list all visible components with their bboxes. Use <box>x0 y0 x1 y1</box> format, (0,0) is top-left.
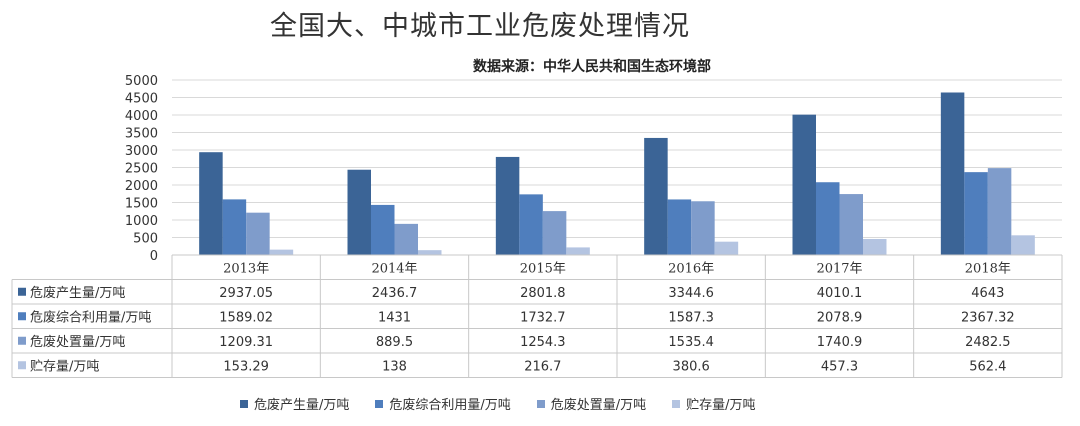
data-label: 1587.3 <box>668 310 714 325</box>
data-label: 562.4 <box>969 359 1006 374</box>
x-tick-label: 2017年 <box>816 261 862 276</box>
table-legend-key <box>18 312 26 321</box>
data-label: 1740.9 <box>817 335 863 350</box>
bar <box>394 223 418 255</box>
data-label: 4010.1 <box>817 286 863 301</box>
data-label: 1254.3 <box>520 335 566 350</box>
y-tick-label: 1000 <box>125 214 158 229</box>
data-label: 2801.8 <box>520 286 566 301</box>
legend-label: 危废产生量/万吨 <box>254 398 350 413</box>
bar <box>418 250 442 255</box>
data-label: 457.3 <box>821 359 858 374</box>
bar <box>519 194 543 255</box>
x-tick-label: 2014年 <box>371 261 417 276</box>
bar <box>222 199 247 255</box>
table-series-name: 危废产生量/万吨 <box>30 285 125 301</box>
bar <box>495 156 520 255</box>
bar <box>199 152 223 255</box>
y-tick-label: 2000 <box>125 179 158 194</box>
legend-item: 危废处置量/万吨 <box>536 394 647 413</box>
bar <box>1011 235 1035 255</box>
legend-label: 贮存量/万吨 <box>686 398 756 413</box>
legend-label: 危废处置量/万吨 <box>550 398 647 413</box>
bar <box>792 114 816 255</box>
y-tick-label: 1500 <box>125 197 158 212</box>
data-label: 380.6 <box>673 359 710 374</box>
y-tick-label: 3500 <box>125 127 158 142</box>
bar <box>246 212 270 255</box>
legend-swatch <box>536 399 545 408</box>
data-label: 153.29 <box>223 359 269 374</box>
data-label: 4643 <box>971 286 1004 301</box>
data-label: 2436.7 <box>372 286 418 301</box>
legend-item: 危废综合利用量/万吨 <box>375 394 511 413</box>
data-label: 1589.02 <box>219 310 273 325</box>
legend-item: 危废产生量/万吨 <box>240 394 349 413</box>
table-legend-key <box>18 336 26 345</box>
bar <box>667 199 692 255</box>
bars <box>199 92 1035 256</box>
table-legend-key <box>18 287 26 296</box>
legend-swatch <box>240 399 248 408</box>
y-tick-label: 4000 <box>125 109 158 124</box>
bar <box>542 211 567 255</box>
bar <box>964 172 988 255</box>
bar <box>816 182 840 255</box>
table-series-name: 贮存量/万吨 <box>30 359 99 374</box>
bar <box>644 137 668 255</box>
y-axis: 0 500 1000 1500 2000 2500 3000 3500 4000 4500 5000 <box>125 74 158 264</box>
data-label: 2482.5 <box>965 335 1011 350</box>
data-label: 2937.05 <box>219 286 273 301</box>
legend: 危废产生量/万吨 危废综合利用量/万吨 危废处置量/万吨 贮存量/万吨 <box>240 394 756 413</box>
data-label: 889.5 <box>376 335 413 350</box>
data-label: 216.7 <box>524 359 561 374</box>
legend-swatch <box>375 399 384 408</box>
y-tick-label: 5000 <box>125 74 158 89</box>
bar <box>691 201 715 255</box>
x-tick-label: 2015年 <box>520 261 566 276</box>
y-tick-label: 0 <box>150 249 158 264</box>
data-label: 1535.4 <box>668 335 714 350</box>
data-label: 2078.9 <box>817 310 863 325</box>
y-tick-label: 500 <box>133 232 158 247</box>
bar <box>566 247 590 255</box>
table-series-name: 危废综合利用量/万吨 <box>30 309 151 325</box>
data-label: 2367.32 <box>961 310 1015 325</box>
y-tick-label: 4500 <box>125 92 158 107</box>
bar <box>371 204 395 255</box>
bar <box>987 168 1012 255</box>
data-label: 1732.7 <box>520 310 566 325</box>
data-label: 1431 <box>378 310 411 325</box>
legend-swatch <box>672 399 681 408</box>
table-series-name: 危废处置量/万吨 <box>30 334 125 350</box>
y-tick-label: 2500 <box>125 162 158 177</box>
bar <box>714 241 739 255</box>
bar <box>269 249 294 255</box>
legend-item: 贮存量/万吨 <box>672 394 756 413</box>
data-label: 3344.6 <box>668 286 714 301</box>
table-legend-key <box>18 361 26 370</box>
data-label: 1209.31 <box>219 335 273 350</box>
bar <box>347 169 371 255</box>
legend-label: 危废综合利用量/万吨 <box>389 398 511 413</box>
bar <box>940 92 965 256</box>
chart-subtitle: 数据来源：中华人民共和国生态环境部 <box>473 59 711 75</box>
bar <box>839 194 863 255</box>
x-tick-label: 2016年 <box>668 261 714 276</box>
y-tick-label: 3000 <box>125 144 158 159</box>
chart-title: 全国大、中城市工业危废处理情况 <box>270 11 690 42</box>
x-tick-label: 2013年 <box>223 261 269 276</box>
data-label: 138 <box>382 359 407 374</box>
bar <box>863 238 887 255</box>
x-tick-label: 2018年 <box>965 261 1011 276</box>
gridlines <box>172 79 1062 256</box>
